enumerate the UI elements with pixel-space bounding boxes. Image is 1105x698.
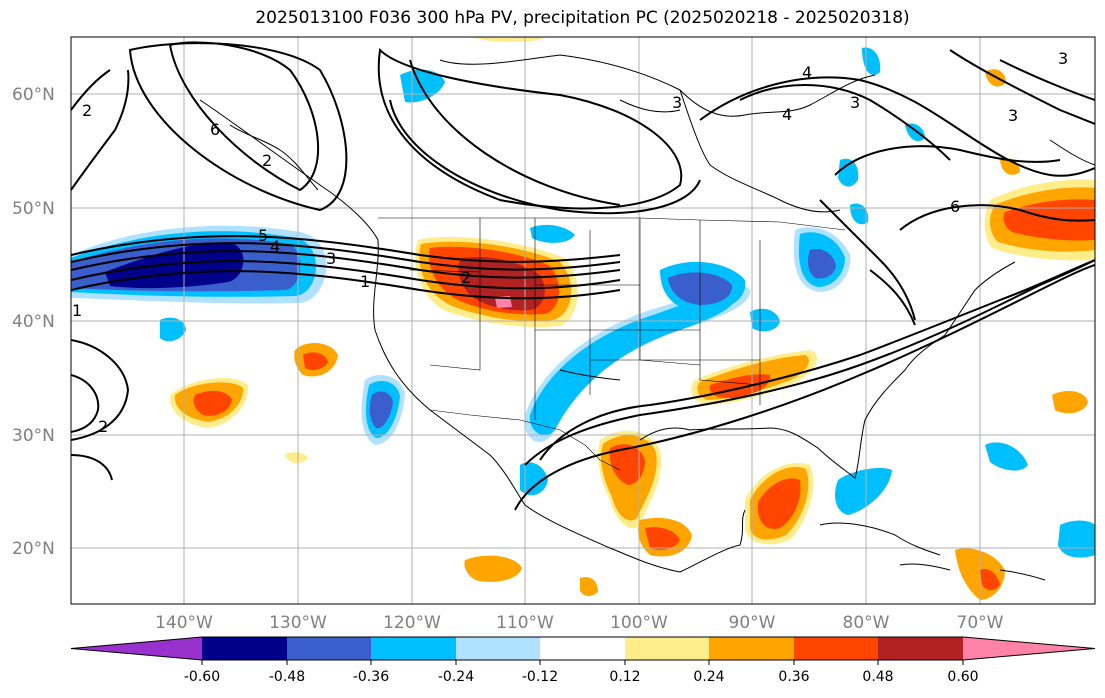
latitude-axis: 60°N 50°N 40°N 30°N 20°N <box>12 85 55 559</box>
lon-label-110w: 110°W <box>496 613 554 633</box>
colorbar-tick-label: -0.12 <box>522 669 558 685</box>
pv-contour-label: 1 <box>72 301 82 320</box>
pv-contour-label: 2 <box>262 151 272 170</box>
map-title: 2025013100 F036 300 hPa PV, precipitatio… <box>255 8 910 28</box>
colorbar-tick-label: -0.36 <box>353 669 389 685</box>
colorbar-segment <box>794 637 878 660</box>
pv-contour-label: 6 <box>950 197 960 216</box>
map-frame <box>70 36 1096 605</box>
pv-contour-label: 2 <box>461 268 471 287</box>
pv-contour-label: 3 <box>850 93 860 112</box>
pv-contour-label: 2 <box>82 101 92 120</box>
colorbar-ticks: -0.60 -0.48 -0.36 -0.24 -0.12 0.12 0.24 0.36 0.4… <box>184 660 979 685</box>
colorbar-segment <box>371 637 456 660</box>
colorbar-tick-label: -0.24 <box>438 669 474 685</box>
colorbar-tick-label: 0.60 <box>947 669 978 685</box>
lat-label-60n: 60°N <box>12 85 55 105</box>
lat-label-30n: 30°N <box>12 426 55 446</box>
colorbar-tick-label: 0.36 <box>778 669 809 685</box>
pv-contour-label: 5 <box>258 226 268 245</box>
colorbar-segment <box>709 637 794 660</box>
colorbar-tick-label: -0.48 <box>269 669 305 685</box>
coastlines <box>199 54 1095 581</box>
colorbar-segment <box>540 637 625 660</box>
lon-label-80w: 80°W <box>843 613 890 633</box>
colorbar-segment <box>202 637 287 660</box>
pv-contour-label: 3 <box>326 249 336 268</box>
lon-label-120w: 120°W <box>383 613 441 633</box>
pv-contour-label: 2 <box>98 417 108 436</box>
lat-label-40n: 40°N <box>12 312 55 332</box>
colorbar-tick-label: 0.48 <box>862 669 893 685</box>
colorbar-segment <box>71 637 202 660</box>
lon-label-100w: 100°W <box>610 613 668 633</box>
colorbar-segment <box>878 637 963 660</box>
pv-contours <box>71 41 1095 511</box>
pv-contour-label: 4 <box>782 105 792 124</box>
colorbar-tick-label: -0.60 <box>184 669 220 685</box>
colorbar-segment <box>456 637 540 660</box>
pv-contour-label-group: 5 4 3 2 1 2 6 3 4 3 3 2 6 2 1 4 3 <box>72 49 1068 436</box>
colorbar-tick-label: 0.12 <box>609 669 640 685</box>
lon-label-140w: 140°W <box>155 613 213 633</box>
colorbar-segment <box>963 637 1095 660</box>
pv-contour-label: 1 <box>360 272 370 291</box>
colorbar-segment <box>287 637 371 660</box>
lon-label-70w: 70°W <box>957 613 1004 633</box>
pv-contour-label: 3 <box>1058 49 1068 68</box>
lon-label-90w: 90°W <box>729 613 776 633</box>
pv-contour-label: 3 <box>672 93 682 112</box>
pv-contour-label: 3 <box>1008 106 1018 125</box>
lat-label-20n: 20°N <box>12 539 55 559</box>
colorbar-segments <box>70 636 1096 661</box>
longitude-axis: 140°W 130°W 120°W 110°W 100°W 90°W 80°W … <box>155 613 1004 633</box>
pv-contour-label: 4 <box>802 63 812 82</box>
colorbar-tick-label: 0.24 <box>693 669 724 685</box>
pv-contour-label: 4 <box>270 237 280 256</box>
lon-label-130w: 130°W <box>269 613 327 633</box>
lat-label-50n: 50°N <box>12 199 55 219</box>
colorbar-segment <box>625 637 709 660</box>
pv-contour-label: 6 <box>210 120 220 139</box>
